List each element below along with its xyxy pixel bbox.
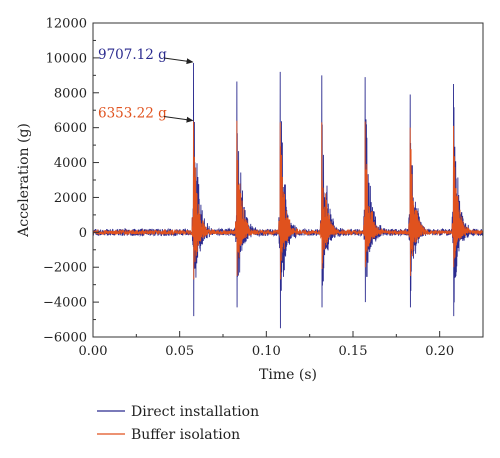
x-axis: 0.00 0.05 0.10 0.15 0.20 xyxy=(79,331,484,359)
series-line-2 xyxy=(92,120,484,280)
plot-area: 0.00 0.05 0.10 0.15 0.20 −6000 −4000 −2000 0 200… xyxy=(43,17,484,359)
y-axis: −6000 −4000 −2000 0 2000 4000 6000 8000 10000 120… xyxy=(43,17,99,346)
series-layer xyxy=(92,62,484,329)
x-tick-label: 0.20 xyxy=(425,344,454,359)
annotation-label: 9707.12 g xyxy=(98,47,167,63)
y-tick-label: 6000 xyxy=(54,121,87,136)
legend: Direct installation Buffer isolation xyxy=(97,404,259,443)
x-tick-label: 0.00 xyxy=(79,344,108,359)
y-tick-label: −2000 xyxy=(43,261,87,276)
y-tick-label: −6000 xyxy=(43,331,87,346)
series-line-1 xyxy=(92,62,484,329)
y-tick-label: 4000 xyxy=(54,156,87,171)
y-tick-label: 2000 xyxy=(54,191,87,206)
legend-label: Direct installation xyxy=(131,404,259,420)
annotation-arrow xyxy=(163,116,194,123)
plot-frame xyxy=(92,22,484,338)
legend-label: Buffer isolation xyxy=(131,427,240,443)
y-axis-title: Acceleration (g) xyxy=(16,123,32,238)
x-tick-label: 0.10 xyxy=(252,344,281,359)
annotations: 9707.12 g 6353.22 g xyxy=(98,47,194,123)
annotation-label: 6353.22 g xyxy=(98,106,167,122)
y-tick-label: 8000 xyxy=(54,86,87,101)
x-tick-label: 0.05 xyxy=(165,344,194,359)
x-axis-title: Time (s) xyxy=(259,367,317,383)
y-tick-label: 0 xyxy=(79,226,87,241)
y-tick-label: 12000 xyxy=(46,17,87,32)
annotation-arrow xyxy=(163,57,194,65)
x-tick-label: 0.15 xyxy=(339,344,368,359)
y-tick-label: −4000 xyxy=(43,296,87,311)
y-tick-label: 10000 xyxy=(46,51,87,66)
